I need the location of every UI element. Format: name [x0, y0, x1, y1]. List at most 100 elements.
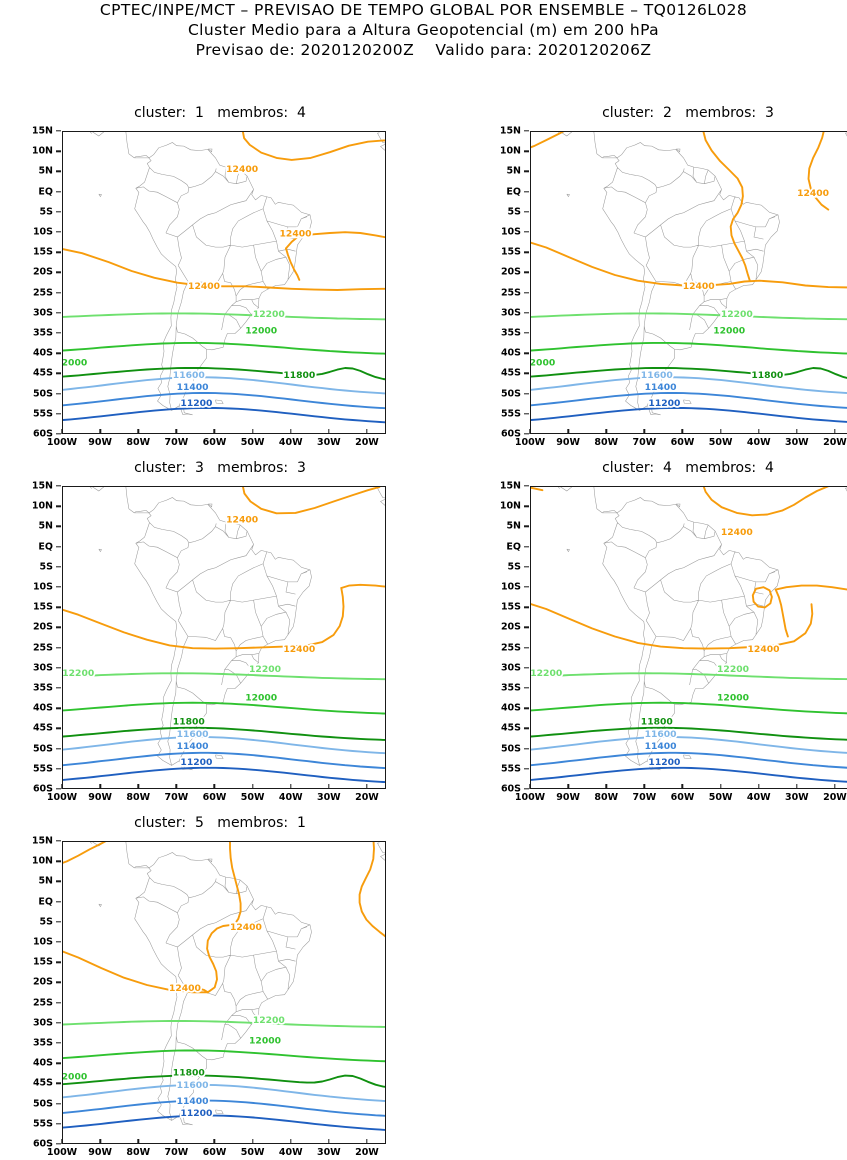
x-axis-tick — [643, 784, 646, 789]
x-axis-tick — [137, 429, 139, 434]
y-axis-tick — [524, 190, 529, 193]
y-axis-tick — [524, 606, 529, 608]
contour-line-11800 — [63, 366, 385, 381]
x-axis-label: 80W — [594, 792, 619, 803]
y-axis-label: EQ — [506, 186, 521, 198]
x-axis-tick — [251, 784, 254, 789]
contour-line-12400 — [63, 842, 107, 864]
x-axis-tick — [175, 429, 178, 434]
y-axis-label: 40S — [500, 702, 521, 714]
y-axis-tick — [524, 687, 529, 689]
x-axis-label: 40W — [278, 437, 303, 448]
contour-line-12000 — [63, 341, 385, 355]
y-axis-label: 20S — [500, 621, 521, 633]
y-axis-label: 50S — [32, 1098, 53, 1110]
y-axis-tick — [56, 190, 61, 193]
contour-label-halo: 12200 — [717, 664, 749, 675]
x-axis-label: 50W — [240, 792, 265, 803]
x-axis-label: 20W — [823, 437, 847, 448]
x-axis-tick — [643, 429, 646, 434]
y-axis-tick — [56, 1102, 61, 1105]
contour-label-halo: 12200 — [253, 309, 285, 320]
contour-line-12400 — [206, 923, 236, 994]
y-axis-tick — [524, 271, 529, 274]
x-axis-label: 20W — [355, 1147, 379, 1158]
x-axis-tick — [796, 429, 798, 434]
coastline-map — [558, 487, 847, 771]
y-axis-tick — [524, 251, 529, 253]
contour-line-11200 — [531, 406, 847, 423]
x-axis-label: 20W — [823, 792, 847, 803]
contour-label-12400: 12400 — [283, 644, 315, 655]
contour-line-11200 — [63, 766, 385, 784]
x-axis-label: 50W — [240, 1147, 265, 1158]
contour-line-12400 — [63, 248, 385, 291]
y-axis-tick — [524, 646, 529, 649]
contour-label-11600: 11600 — [173, 370, 205, 381]
contour-label-halo: 12200 — [721, 309, 753, 320]
y-axis-label: 10N — [31, 500, 53, 512]
y-axis-tick — [56, 1123, 61, 1125]
contour-line-11400 — [63, 392, 385, 410]
x-axis-label: 70W — [632, 437, 657, 448]
y-axis-tick — [56, 525, 61, 528]
y-axis-tick — [56, 505, 61, 507]
y-axis-label: 50S — [32, 388, 53, 400]
y-axis-tick — [56, 251, 61, 253]
contour-line-11600 — [531, 736, 847, 754]
x-axis-label: 30W — [316, 437, 341, 448]
contour-label-11200: 11200 — [180, 398, 212, 409]
x-axis-label: 60W — [670, 792, 695, 803]
y-axis-label: 5N — [38, 520, 53, 532]
x-axis-label: 30W — [316, 792, 341, 803]
x-axis-tick — [681, 429, 684, 434]
x-axis-label: 40W — [746, 792, 771, 803]
contour-label-halo: 11800 — [173, 717, 205, 728]
x-axis-tick — [605, 784, 607, 789]
contour-label-halo: 12200 — [63, 668, 94, 679]
contour-label-2000: 2000 — [63, 1072, 87, 1083]
y-axis-label: 45S — [32, 722, 53, 734]
x-axis-label: 70W — [632, 792, 657, 803]
y-axis-label: 10S — [500, 581, 521, 593]
x-axis-tick — [366, 784, 368, 789]
y-axis-label: 55S — [500, 408, 521, 420]
x-axis-tick — [567, 784, 569, 789]
x-axis-label: 100W — [46, 437, 78, 448]
y-axis-label: 50S — [500, 743, 521, 755]
y-axis-tick — [56, 130, 61, 132]
contour-label-12200: 12200 — [63, 668, 94, 679]
y-axis-tick — [56, 900, 61, 903]
y-axis-label: 10N — [499, 145, 521, 157]
x-axis-tick — [61, 1139, 63, 1144]
contour-line-12400 — [774, 584, 847, 591]
contour-line-11400 — [531, 392, 847, 409]
y-axis-tick — [56, 1001, 61, 1004]
contour-line-12400 — [63, 587, 345, 650]
contour-label-halo: 11400 — [177, 382, 209, 393]
contour-label-12400: 12400 — [683, 281, 715, 292]
y-axis-tick — [524, 545, 529, 548]
x-axis-label: 60W — [202, 437, 227, 448]
y-axis-tick — [56, 211, 61, 213]
contour-label-halo: 11600 — [173, 370, 205, 381]
y-axis-tick — [524, 150, 529, 152]
y-axis-tick — [56, 392, 61, 395]
contour-label-halo: 12400 — [748, 644, 780, 655]
y-axis-tick — [56, 1022, 61, 1024]
y-axis-label: 40S — [32, 702, 53, 714]
y-axis-label: 35S — [500, 682, 521, 694]
y-axis-tick — [56, 485, 61, 487]
x-axis-tick — [328, 1139, 330, 1144]
cluster-panel-5: cluster: 5 membros: 1 12400 12400 12400 1240… — [20, 815, 420, 1160]
y-axis-label: 45S — [500, 367, 521, 379]
contour-label-12200: 12200 — [721, 309, 753, 320]
contour-label-12400: 12400 — [721, 527, 753, 538]
x-axis-label: 20W — [355, 437, 379, 448]
y-axis-label: 35S — [32, 327, 53, 339]
contour-label-11200: 11200 — [180, 1108, 212, 1119]
contour-line-12400 — [358, 842, 385, 938]
x-axis-label: 50W — [708, 792, 733, 803]
panel-title-cluster-1: cluster: 1 membros: 4 — [134, 105, 306, 121]
x-axis-tick — [137, 784, 139, 789]
